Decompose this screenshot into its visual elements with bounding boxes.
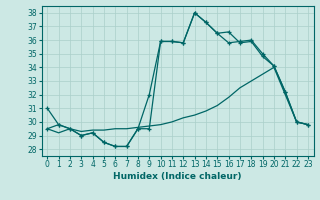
X-axis label: Humidex (Indice chaleur): Humidex (Indice chaleur) [113, 172, 242, 181]
